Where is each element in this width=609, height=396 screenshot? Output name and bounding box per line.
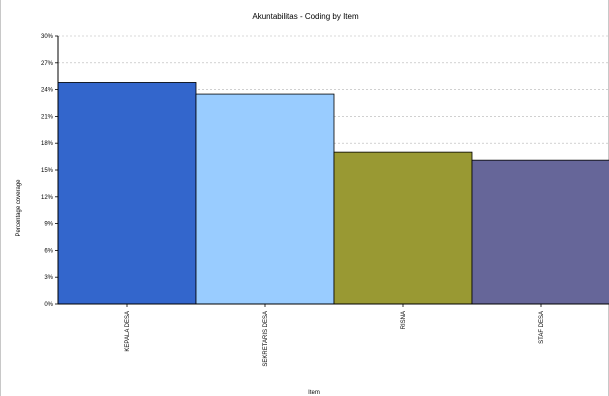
y-tick-label: 12% [41,195,54,201]
x-category-label: RISNA [401,311,407,329]
bar-sekretaris-desa [195,93,335,305]
x-axis-title: Item [308,390,320,396]
y-tick-label: 18% [41,141,54,147]
x-category-labels: KEPALA DESA SEKRETARIS DESA RISNA STAF DESA [125,304,545,367]
y-tick-label: 21% [41,114,54,120]
bar-staf-desa [471,159,609,305]
x-category-label: STAF DESA [539,311,545,344]
chart-title: Akuntabilitas - Coding by Item [252,12,359,21]
y-tick-label: 24% [41,88,54,94]
bar-kepala-desa [57,82,197,305]
y-tick-label: 15% [41,168,54,174]
x-category-label: KEPALA DESA [125,311,131,352]
y-tick-label: 0% [44,302,53,308]
y-tick-labels: 0% 3% 6% 9% 12% 15% 18% 21% 24% 27% 30% [41,34,58,308]
y-tick-label: 27% [41,61,54,67]
y-axis-title: Percentage coverage [16,179,22,237]
y-tick-label: 3% [44,275,53,281]
bar-risna [333,151,473,305]
y-tick-label: 30% [41,34,54,40]
x-category-label: SEKRETARIS DESA [263,311,269,367]
bars [57,82,609,305]
y-tick-label: 9% [44,222,53,228]
y-tick-label: 6% [44,248,53,254]
